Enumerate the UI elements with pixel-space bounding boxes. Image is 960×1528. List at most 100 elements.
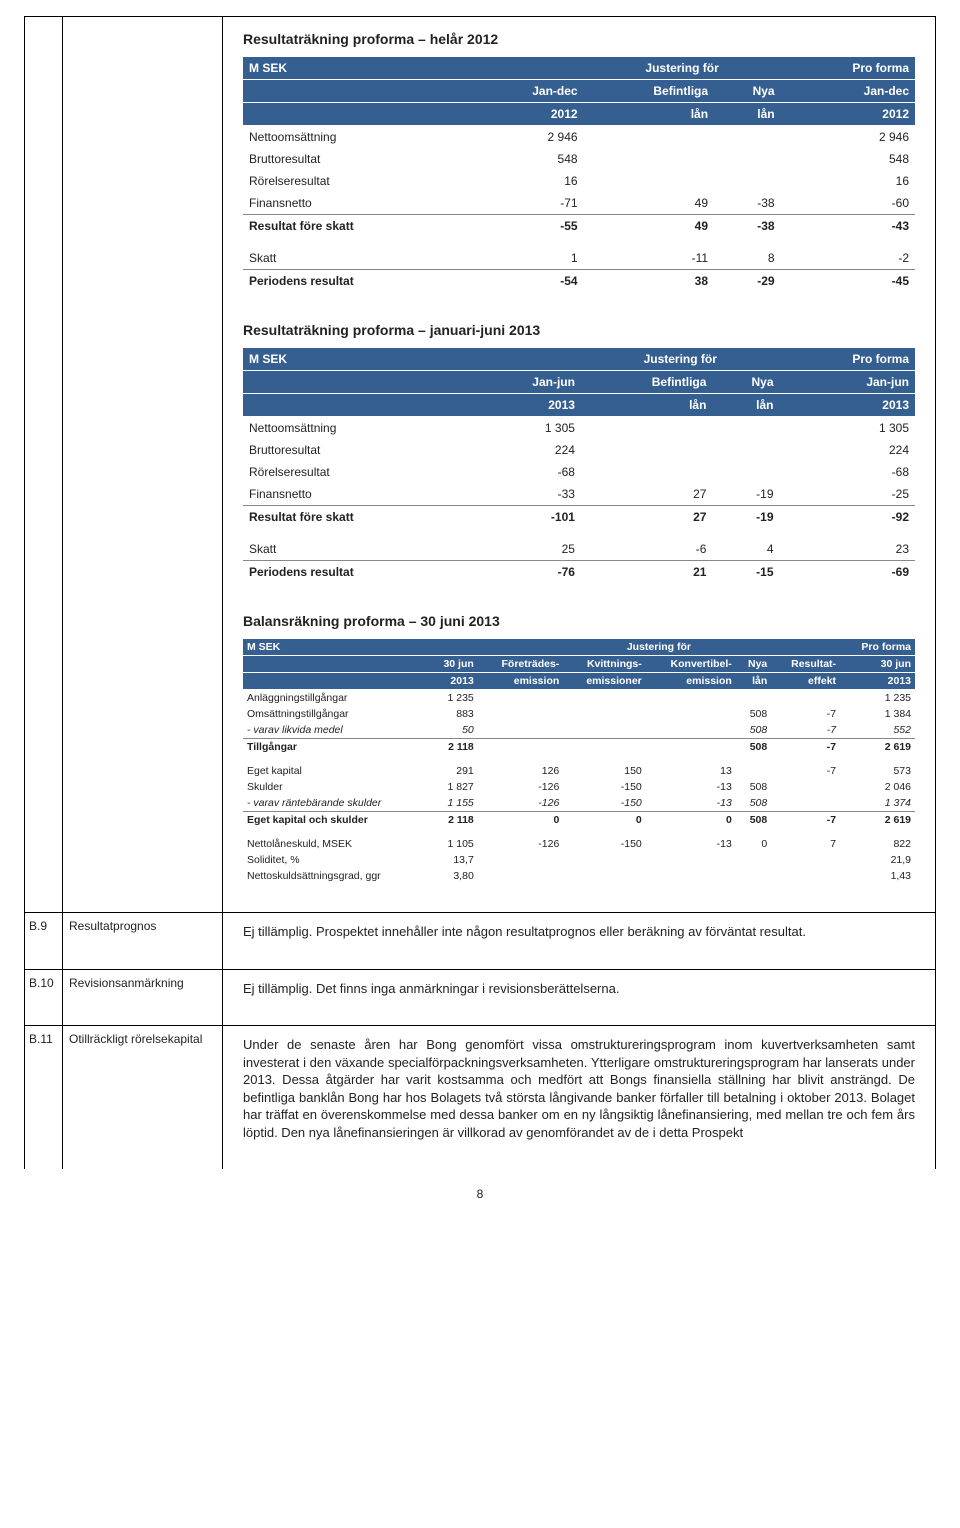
b1h1c0: M SEK bbox=[243, 57, 471, 80]
b3h2c2: Företrädes- bbox=[478, 656, 564, 673]
b2s2c1: -76 bbox=[473, 561, 581, 584]
table-row: Rörelseresultat1616 bbox=[243, 170, 915, 192]
tables-row: Resultaträkning proforma – helår 2012 M … bbox=[25, 17, 935, 913]
b1h3c2: lån bbox=[584, 103, 714, 126]
page-number: 8 bbox=[24, 1187, 936, 1201]
b3h2c7: 30 jun bbox=[840, 656, 915, 673]
b3h3c5: lån bbox=[736, 673, 771, 690]
b11-title: Otillräckligt rörelsekapital bbox=[63, 1026, 223, 1169]
b2h1c23: Justering för bbox=[581, 348, 780, 371]
b3h2c5: Nya bbox=[736, 656, 771, 673]
table-row: Eget kapital29112615013-7573 bbox=[243, 763, 915, 779]
b2s1c3: -19 bbox=[712, 506, 779, 529]
table-row: Finansnetto-7149-38-60 bbox=[243, 192, 915, 215]
b9-label: B.9 bbox=[25, 913, 63, 969]
b11-label: B.11 bbox=[25, 1026, 63, 1169]
b3h3c2: emission bbox=[478, 673, 564, 690]
b9-title: Resultatprognos bbox=[63, 913, 223, 969]
b3s1l: Tillgångar bbox=[243, 739, 428, 756]
b2h3c2: lån bbox=[581, 394, 712, 417]
table-row: - varav räntebärande skulder1 155-126-15… bbox=[243, 795, 915, 812]
b2h3c3: lån bbox=[712, 394, 779, 417]
b2h2c1: Jan-jun bbox=[473, 371, 581, 394]
b1s1c4: -43 bbox=[781, 215, 915, 238]
b1h3c0 bbox=[243, 103, 471, 126]
table-row: Nettolåneskuld, MSEK1 105-126-150-130782… bbox=[243, 836, 915, 852]
row-label-empty bbox=[25, 17, 63, 912]
b2h2c2: Befintliga bbox=[581, 371, 712, 394]
b3h3c6: effekt bbox=[771, 673, 840, 690]
table-row: Anläggningstillgångar1 2351 235 bbox=[243, 690, 915, 707]
b2h3c4: 2013 bbox=[780, 394, 915, 417]
b3h1span: Justering för bbox=[478, 639, 840, 656]
table-row: Skatt25-6423 bbox=[243, 538, 915, 561]
b2s1l: Resultat före skatt bbox=[243, 506, 473, 529]
block1-table: M SEK Justering för Pro forma Jan-dec Be… bbox=[243, 57, 915, 292]
b10-label: B.10 bbox=[25, 970, 63, 1026]
b3h3c7: 2013 bbox=[840, 673, 915, 690]
b3h3c3: emissioner bbox=[563, 673, 645, 690]
b1h1c23: Justering för bbox=[584, 57, 781, 80]
b1h2c4: Jan-dec bbox=[781, 80, 915, 103]
b3h2c0 bbox=[243, 656, 428, 673]
table-row: Skatt1-118-2 bbox=[243, 247, 915, 270]
block3-table: M SEK Justering för Pro forma 30 jun För… bbox=[243, 639, 915, 884]
b2s1c4: -92 bbox=[780, 506, 915, 529]
b1h2c1: Jan-dec bbox=[471, 80, 583, 103]
b2h2c4: Jan-jun bbox=[780, 371, 915, 394]
b2h1c0: M SEK bbox=[243, 348, 473, 371]
table-row: Bruttoresultat224224 bbox=[243, 439, 915, 461]
b1h2c3: Nya bbox=[714, 80, 781, 103]
b1s1c1: -55 bbox=[471, 215, 583, 238]
table-row: Rörelseresultat-68-68 bbox=[243, 461, 915, 483]
block1-title: Resultaträkning proforma – helår 2012 bbox=[243, 31, 915, 47]
b2s2c2: 21 bbox=[581, 561, 712, 584]
table-row: Nettoomsättning1 3051 305 bbox=[243, 417, 915, 440]
b1s1l: Resultat före skatt bbox=[243, 215, 471, 238]
b1s2c1: -54 bbox=[471, 270, 583, 293]
b1h2c0 bbox=[243, 80, 471, 103]
block2-title: Resultaträkning proforma – januari-juni … bbox=[243, 322, 915, 338]
table-row: Omsättningstillgångar883508-71 384 bbox=[243, 706, 915, 722]
b10-title: Revisionsanmärkning bbox=[63, 970, 223, 1026]
b2s1c2: 27 bbox=[581, 506, 712, 529]
b3h2c6: Resultat- bbox=[771, 656, 840, 673]
b2h2c3: Nya bbox=[712, 371, 779, 394]
b1s2c2: 38 bbox=[584, 270, 714, 293]
b2h1c1 bbox=[473, 348, 581, 371]
b10-text: Ej tillämplig. Det finns inga anmärkning… bbox=[223, 970, 935, 1026]
b3h1c0: M SEK bbox=[243, 639, 428, 656]
b3h1last: Pro forma bbox=[840, 639, 915, 656]
b1h3c1: 2012 bbox=[471, 103, 583, 126]
b2h2c0 bbox=[243, 371, 473, 394]
b9-row: B.9 Resultatprognos Ej tillämplig. Prosp… bbox=[25, 913, 935, 970]
b3h3c1: 2013 bbox=[428, 673, 478, 690]
b11-row: B.11 Otillräckligt rörelsekapital Under … bbox=[25, 1026, 935, 1169]
b1h2c2: Befintliga bbox=[584, 80, 714, 103]
block3-title: Balansräkning proforma – 30 juni 2013 bbox=[243, 613, 915, 629]
table-row: Nettoomsättning2 9462 946 bbox=[243, 126, 915, 149]
b1h1c4: Pro forma bbox=[781, 57, 915, 80]
table-row: Skulder1 827-126-150-135082 046 bbox=[243, 779, 915, 795]
b2s2c4: -69 bbox=[780, 561, 915, 584]
b1s2c4: -45 bbox=[781, 270, 915, 293]
b11-text: Under de senaste åren har Bong genomfört… bbox=[223, 1026, 935, 1169]
b9-text: Ej tillämplig. Prospektet innehåller int… bbox=[223, 913, 935, 969]
b1s1c3: -38 bbox=[714, 215, 781, 238]
b2h3c1: 2013 bbox=[473, 394, 581, 417]
b2s1c1: -101 bbox=[473, 506, 581, 529]
block2-table: M SEK Justering för Pro forma Jan-jun Be… bbox=[243, 348, 915, 583]
table-row: Nettoskuldsättningsgrad, ggr3,801,43 bbox=[243, 868, 915, 884]
b2s2l: Periodens resultat bbox=[243, 561, 473, 584]
b3h2c3: Kvittnings- bbox=[563, 656, 645, 673]
table-row: Bruttoresultat548548 bbox=[243, 148, 915, 170]
b2h1c4: Pro forma bbox=[780, 348, 915, 371]
table-row: Finansnetto-3327-19-25 bbox=[243, 483, 915, 506]
b3s2l: Eget kapital och skulder bbox=[243, 812, 428, 829]
b3h2c1: 30 jun bbox=[428, 656, 478, 673]
b1h3c3: lån bbox=[714, 103, 781, 126]
b2h3c0 bbox=[243, 394, 473, 417]
b1s2l: Periodens resultat bbox=[243, 270, 471, 293]
b1h3c4: 2012 bbox=[781, 103, 915, 126]
b3h2c4: Konvertibel- bbox=[646, 656, 736, 673]
